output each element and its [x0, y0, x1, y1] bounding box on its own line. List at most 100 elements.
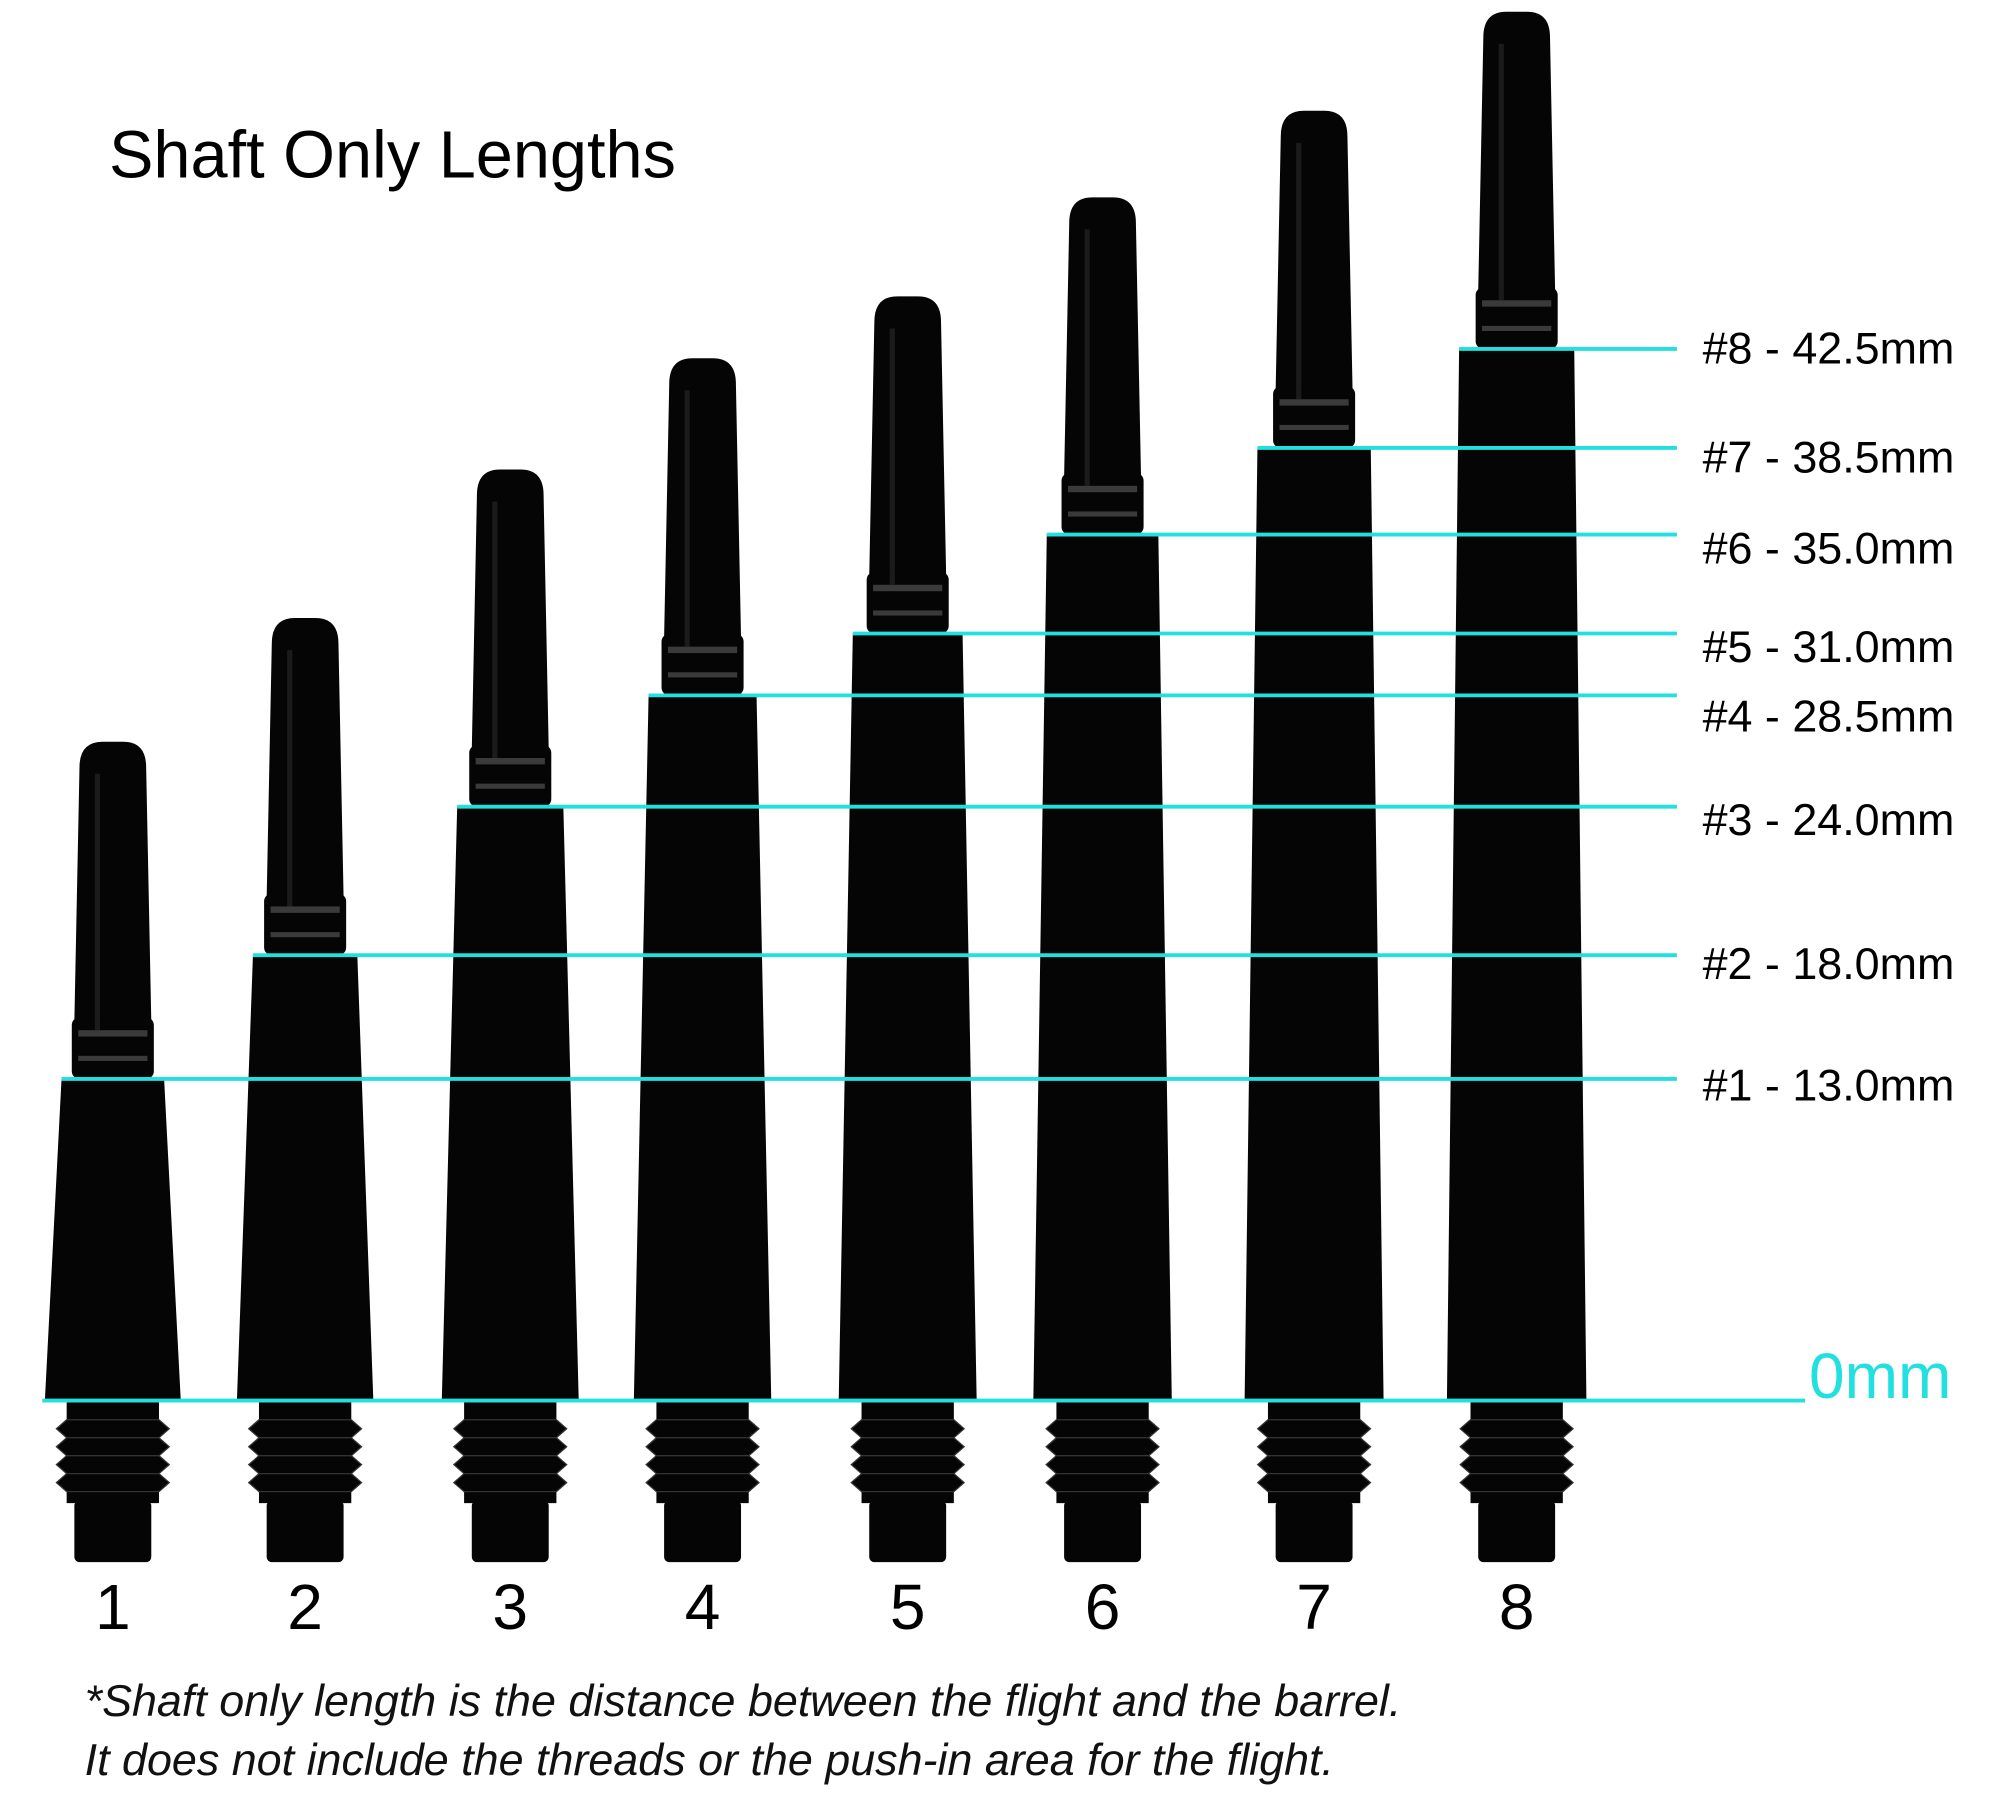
shaft-groove	[78, 1030, 148, 1037]
diagram-title: Shaft Only Lengths	[109, 118, 676, 192]
shaft-highlight	[1498, 43, 1504, 301]
shaft-thread	[1459, 1437, 1575, 1457]
shaft-stem	[471, 469, 549, 750]
shaft-ring	[1475, 287, 1558, 349]
shaft-thread	[1459, 1455, 1575, 1475]
shaft-thread	[452, 1419, 568, 1439]
shaft-groove	[667, 672, 738, 678]
shaft-thread	[1256, 1455, 1372, 1475]
length-label-1: #1 - 13.0mm	[1703, 1060, 1955, 1111]
shaft-thread	[1459, 1473, 1575, 1493]
shaft-thread	[850, 1455, 966, 1475]
shaft-groove	[873, 584, 943, 592]
shaft-groove	[270, 932, 340, 938]
shafts-group: 1 2 3 4 5 6 7 8	[44, 11, 1587, 1643]
shaft-5: 5	[838, 296, 977, 1643]
shaft-stem	[266, 618, 344, 898]
shaft-number-label: 8	[1499, 1571, 1535, 1643]
length-label-4: #4 - 28.5mm	[1703, 690, 1955, 741]
shaft-8: 8	[1446, 11, 1587, 1643]
shaft-collar	[664, 1500, 742, 1563]
measure-lines-group: #1 - 13.0mm #2 - 18.0mm #3 - 24.0mm #4 - 28…	[42, 322, 1955, 1403]
shaft-highlight	[94, 773, 100, 1031]
shaft-groove	[667, 646, 738, 654]
shaft-1: 1	[44, 741, 181, 1643]
shaft-collar	[74, 1500, 152, 1563]
shaft-thread	[645, 1455, 760, 1475]
shaft-body	[236, 955, 374, 1401]
shaft-ring	[1273, 386, 1356, 448]
shaft-ring	[1061, 473, 1144, 535]
shaft-stem	[1275, 110, 1353, 391]
shaft-thread	[1045, 1437, 1160, 1457]
shaft-ring	[866, 571, 949, 634]
length-label-8: #8 - 42.5mm	[1703, 322, 1955, 373]
shaft-stem	[869, 296, 947, 576]
shaft-groove	[475, 758, 545, 765]
shaft-thread	[1045, 1455, 1160, 1475]
shaft-4: 4	[633, 358, 772, 1643]
shaft-thread	[850, 1473, 966, 1493]
shaft-thread	[645, 1419, 760, 1439]
shaft-groove	[270, 906, 340, 913]
shaft-ring	[264, 893, 347, 956]
shaft-thread	[850, 1419, 966, 1439]
shaft-groove	[475, 783, 545, 789]
shaft-body	[1244, 447, 1384, 1401]
shaft-thread	[1256, 1419, 1372, 1439]
shaft-thread	[55, 1473, 171, 1493]
length-label-2: #2 - 18.0mm	[1703, 938, 1955, 989]
shaft-thread	[1256, 1437, 1372, 1457]
shaft-stem	[1478, 11, 1556, 292]
shaft-groove	[873, 610, 943, 616]
shaft-thread	[247, 1419, 363, 1439]
shaft-thread	[247, 1437, 363, 1457]
shaft-thread	[247, 1455, 363, 1475]
shaft-stem	[1064, 197, 1142, 477]
shaft-collar	[266, 1500, 344, 1563]
shaft-ring	[661, 633, 744, 696]
shaft-3: 3	[441, 469, 579, 1643]
length-label-5: #5 - 31.0mm	[1703, 621, 1955, 672]
shaft-thread	[247, 1473, 363, 1493]
shaft-stem	[74, 741, 152, 1022]
shaft-body	[441, 806, 579, 1401]
shaft-number-label: 1	[95, 1571, 131, 1643]
shaft-thread	[1045, 1419, 1160, 1439]
shaft-groove	[1067, 511, 1138, 517]
shaft-body	[1446, 348, 1587, 1401]
length-label-3: #3 - 24.0mm	[1703, 794, 1955, 845]
shaft-2: 2	[236, 618, 374, 1643]
shaft-thread	[850, 1437, 966, 1457]
shaft-highlight	[492, 501, 498, 758]
shaft-collar	[1064, 1500, 1142, 1563]
length-label-7: #7 - 38.5mm	[1703, 431, 1955, 482]
shaft-collar	[1478, 1500, 1556, 1563]
shaft-highlight	[889, 328, 895, 585]
shaft-thread	[645, 1437, 760, 1457]
shaft-stem	[664, 358, 742, 638]
footnote-line-1: *Shaft only length is the distance betwe…	[85, 1675, 1402, 1726]
shaft-6: 6	[1033, 197, 1172, 1643]
shaft-number-label: 4	[685, 1571, 721, 1643]
shaft-body	[633, 695, 772, 1401]
shaft-groove	[78, 1055, 148, 1061]
shaft-body	[1033, 534, 1172, 1401]
shaft-thread	[645, 1473, 760, 1493]
shaft-body	[838, 633, 977, 1401]
shaft-number-label: 2	[287, 1571, 323, 1643]
shaft-ring	[71, 1017, 154, 1079]
shaft-number-label: 3	[492, 1571, 528, 1643]
shaft-highlight	[1296, 142, 1302, 400]
shaft-highlight	[684, 390, 690, 647]
shaft-collar	[471, 1500, 549, 1563]
shaft-thread	[452, 1473, 568, 1493]
shaft-number-label: 7	[1296, 1571, 1332, 1643]
shaft-highlight	[287, 650, 293, 907]
shaft-number-label: 6	[1085, 1571, 1121, 1643]
shaft-groove	[1279, 424, 1349, 430]
shaft-groove	[1482, 300, 1552, 307]
shaft-thread	[452, 1455, 568, 1475]
shaft-thread	[1256, 1473, 1372, 1493]
